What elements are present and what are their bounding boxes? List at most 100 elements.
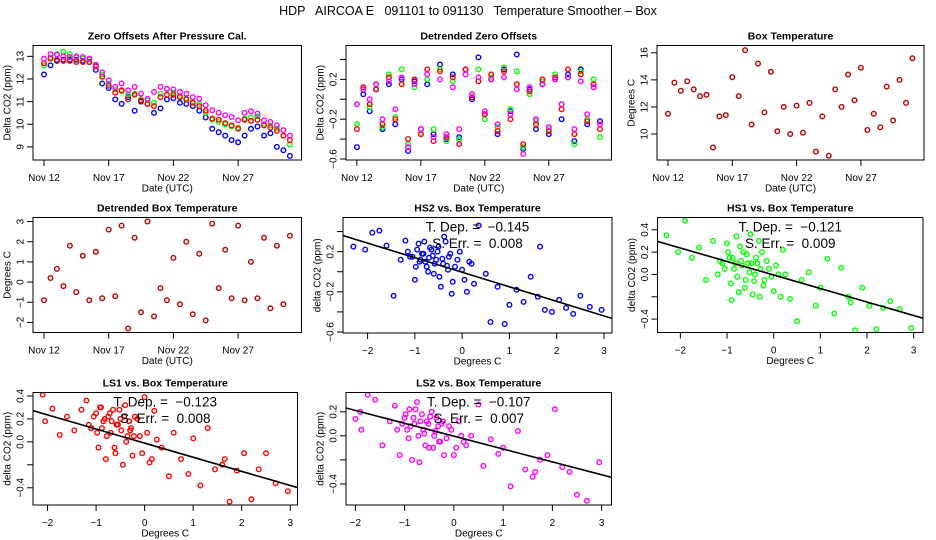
data-point-HS1 bbox=[66, 51, 73, 58]
data-point-detrended-box-temperature bbox=[118, 222, 125, 229]
data-point-HS2 bbox=[254, 123, 261, 130]
data-point-LS2 bbox=[189, 94, 196, 101]
data-point-HS1 bbox=[526, 91, 533, 98]
data-point-HS1 bbox=[831, 310, 838, 317]
data-point-HS2 bbox=[549, 308, 556, 315]
data-point-LS2 bbox=[440, 418, 447, 425]
data-point-LS1 bbox=[102, 456, 109, 463]
data-point-LS1 bbox=[226, 498, 233, 505]
data-point-box-temperature bbox=[845, 71, 852, 78]
data-point-HS2 bbox=[494, 131, 501, 138]
data-point-LS2 bbox=[566, 468, 573, 475]
data-point-LS2 bbox=[455, 418, 462, 425]
x-tick-label: Nov 17 bbox=[93, 346, 125, 357]
data-point-LS1 bbox=[95, 444, 102, 451]
data-point-HS1 bbox=[41, 62, 48, 69]
data-point-detrended-box-temperature bbox=[261, 234, 268, 241]
data-point-LS1 bbox=[280, 132, 287, 139]
data-point-LS2 bbox=[596, 459, 603, 466]
data-point-LS2 bbox=[405, 435, 412, 442]
data-point-LS1 bbox=[49, 405, 56, 412]
data-point-HS1 bbox=[726, 254, 733, 261]
data-point-LS1 bbox=[71, 427, 78, 434]
annotation-temperature-dependence: T. Dep. = −0.107 bbox=[427, 395, 531, 410]
data-point-LS2 bbox=[394, 426, 401, 433]
data-point-box-temperature bbox=[864, 126, 871, 133]
data-point-LS2 bbox=[86, 55, 93, 62]
data-point-LS1 bbox=[577, 71, 584, 78]
panel-zero-offsets: Zero Offsets After Pressure Cal. Nov 12 No… bbox=[3, 31, 302, 195]
data-point-LS1 bbox=[481, 111, 488, 118]
data-point-LS2 bbox=[430, 134, 437, 141]
data-point-HS2 bbox=[228, 137, 235, 144]
data-point-LS2 bbox=[422, 442, 429, 449]
data-point-HS1 bbox=[430, 126, 437, 133]
data-point-HS1 bbox=[770, 288, 777, 295]
y-tick-label: −0.4 bbox=[329, 474, 340, 494]
data-point-HS1 bbox=[663, 232, 670, 239]
data-point-LS2 bbox=[247, 108, 254, 115]
data-point-LS2 bbox=[443, 435, 450, 442]
plot-frame bbox=[657, 217, 924, 333]
x-tick-label: Nov 17 bbox=[405, 173, 437, 184]
data-point-HS2 bbox=[47, 62, 54, 69]
y-tick-label: 0.4 bbox=[16, 389, 27, 403]
data-point-HS1 bbox=[773, 262, 780, 269]
data-point-HS1 bbox=[794, 318, 801, 325]
data-point-LS2 bbox=[53, 51, 60, 58]
data-point-HS1 bbox=[682, 217, 689, 224]
data-point-LS2 bbox=[433, 414, 440, 421]
data-point-LS2 bbox=[417, 126, 424, 133]
data-point-HS2 bbox=[405, 147, 412, 154]
plot-area bbox=[664, 47, 916, 159]
data-point-LS1 bbox=[94, 429, 101, 436]
data-point-LS1 bbox=[443, 134, 450, 141]
y-tick-label: 10 bbox=[640, 128, 651, 140]
data-point-LS2 bbox=[544, 452, 551, 459]
data-point-HS2 bbox=[586, 303, 593, 310]
data-point-HS1 bbox=[379, 124, 386, 131]
data-point-HS1 bbox=[745, 260, 752, 267]
data-point-LS2 bbox=[441, 452, 448, 459]
data-point-LS1 bbox=[235, 125, 242, 132]
data-point-LS1 bbox=[112, 89, 119, 96]
data-point-LS1 bbox=[113, 421, 120, 428]
data-point-HS1 bbox=[787, 296, 794, 303]
data-point-HS1 bbox=[696, 244, 703, 251]
data-point-LS1 bbox=[118, 87, 125, 94]
data-point-HS2 bbox=[449, 278, 456, 285]
regression-line bbox=[657, 240, 923, 319]
x-tick-label: −2 bbox=[675, 346, 687, 357]
data-point-HS2 bbox=[475, 222, 482, 229]
data-point-LS1 bbox=[475, 78, 482, 85]
data-point-detrended-box-temperature bbox=[222, 246, 229, 253]
data-point-LS2 bbox=[60, 53, 67, 60]
plot-frame bbox=[345, 45, 612, 161]
data-point-LS2 bbox=[150, 88, 157, 95]
data-point-LS2 bbox=[551, 406, 558, 413]
y-tick-label: 13 bbox=[16, 50, 27, 62]
data-point-LS2 bbox=[373, 81, 380, 88]
data-point-box-temperature bbox=[729, 74, 736, 81]
data-point-HS2 bbox=[456, 134, 463, 141]
series-LS1 bbox=[41, 55, 293, 144]
data-point-LS2 bbox=[385, 78, 392, 85]
data-point-HS2 bbox=[520, 298, 527, 305]
data-point-HS2 bbox=[385, 81, 392, 88]
data-point-HS1 bbox=[859, 284, 866, 291]
data-point-box-temperature bbox=[697, 93, 704, 100]
plot-area bbox=[41, 218, 293, 332]
data-point-HS2 bbox=[353, 144, 360, 151]
data-point-box-temperature bbox=[722, 112, 729, 119]
regression-line bbox=[346, 407, 612, 479]
data-point-box-temperature bbox=[761, 109, 768, 116]
plot-area bbox=[353, 51, 604, 157]
data-point-detrended-box-temperature bbox=[157, 285, 164, 292]
x-tick-label: 0 bbox=[459, 346, 465, 357]
data-point-LS1 bbox=[590, 81, 597, 88]
data-point-LS1 bbox=[197, 482, 204, 489]
data-point-HS2 bbox=[597, 118, 604, 125]
data-point-box-temperature bbox=[774, 128, 781, 135]
data-point-LS1 bbox=[42, 418, 49, 425]
